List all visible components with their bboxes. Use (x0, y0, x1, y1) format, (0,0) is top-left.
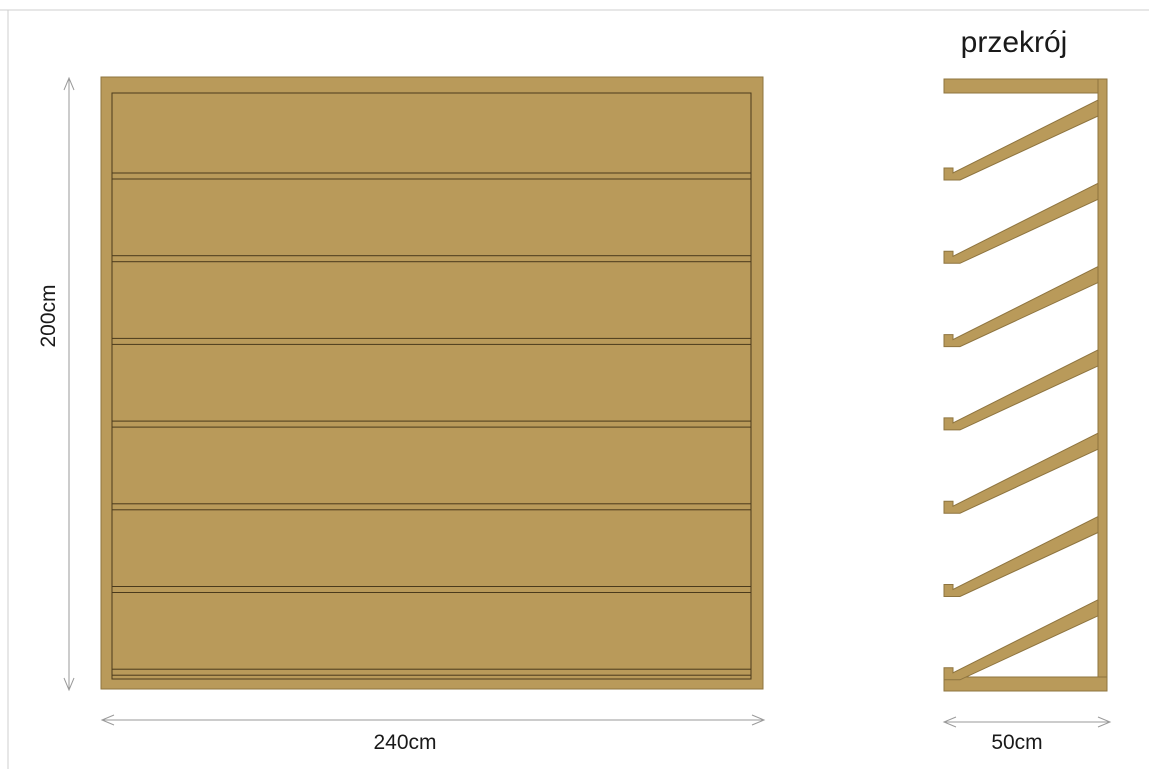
front-shelves (111, 172, 752, 676)
section-shelves (943, 99, 1099, 681)
section-shelf-6 (943, 515, 1099, 597)
section-shelf-1 (943, 99, 1099, 181)
section-top-board (943, 78, 1108, 94)
section-shelf-2 (943, 182, 1099, 264)
front-shelf-6 (111, 586, 752, 593)
front-shelf-3 (111, 337, 752, 345)
width-label: 240cm (373, 731, 436, 754)
section-back-board (1097, 78, 1108, 692)
section-title: przekrój (961, 26, 1068, 59)
depth-label: 50cm (991, 731, 1042, 754)
front-shelf-1 (111, 172, 752, 180)
height-label: 200cm (37, 284, 60, 347)
front-shelf-7 (111, 668, 752, 676)
section-view (943, 78, 1108, 692)
front-shelf-2 (111, 255, 752, 263)
section-shelf-5 (943, 432, 1099, 514)
front-shelf-5 (111, 503, 752, 511)
height-dimension (63, 76, 75, 692)
front-shelf-4 (111, 420, 752, 428)
front-view (100, 76, 764, 690)
front-panel (100, 76, 764, 690)
depth-dimension (942, 716, 1112, 728)
width-dimension (100, 714, 766, 726)
section-shelf-3 (943, 265, 1099, 348)
section-shelf-7 (943, 598, 1099, 681)
section-shelf-4 (943, 349, 1099, 431)
front-inner-frame (111, 92, 752, 680)
section-bottom-board (943, 676, 1108, 692)
